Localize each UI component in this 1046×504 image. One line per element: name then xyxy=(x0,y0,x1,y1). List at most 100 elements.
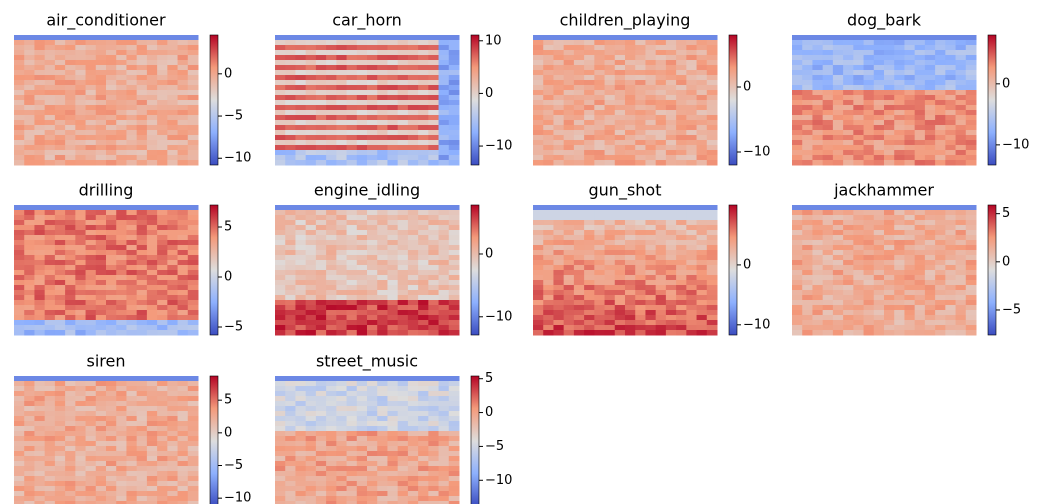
spectrogram-cell xyxy=(574,140,585,146)
spectrogram-cell xyxy=(935,50,946,56)
spectrogram-cell xyxy=(347,40,358,46)
spectrogram-cell xyxy=(106,255,117,261)
spectrogram-cell xyxy=(574,45,585,51)
spectrogram-cell xyxy=(564,150,575,156)
spectrogram-cell xyxy=(697,305,708,311)
spectrogram-cell xyxy=(428,55,439,61)
spectrogram-cell xyxy=(116,441,127,447)
spectrogram-cell xyxy=(65,215,76,221)
spectrogram-cell xyxy=(594,60,605,66)
spectrogram-cell xyxy=(812,85,823,91)
subplot-title: street_music xyxy=(316,352,418,372)
spectrogram-cell xyxy=(137,125,148,131)
spectrogram-cell xyxy=(864,260,875,266)
spectrogram-cell xyxy=(574,75,585,81)
spectrogram-cell xyxy=(295,426,306,432)
spectrogram-cell xyxy=(925,105,936,111)
spectrogram-cell xyxy=(904,135,915,141)
spectrogram-cell xyxy=(24,476,35,482)
spectrogram-cell xyxy=(864,255,875,261)
spectrogram-cell xyxy=(336,245,347,251)
spectrogram-cell xyxy=(357,315,368,321)
spectrogram-cell xyxy=(676,95,687,101)
spectrogram-cell xyxy=(843,305,854,311)
spectrogram-cell xyxy=(697,95,708,101)
spectrogram-cell xyxy=(408,240,419,246)
spectrogram-cell xyxy=(553,250,564,256)
spectrogram-cell xyxy=(336,381,347,387)
spectrogram-cell xyxy=(24,255,35,261)
spectrogram-cell xyxy=(137,245,148,251)
spectrogram-cell xyxy=(418,260,429,266)
spectrogram-cell xyxy=(635,275,646,281)
spectrogram-cell xyxy=(316,130,327,136)
spectrogram-cell xyxy=(398,35,409,41)
spectrogram-cell xyxy=(428,476,439,482)
spectrogram-cell xyxy=(188,486,199,492)
spectrogram-cell xyxy=(802,160,813,166)
spectrogram-cell xyxy=(387,120,398,126)
spectrogram-cell xyxy=(945,140,956,146)
spectrogram-cell xyxy=(843,290,854,296)
spectrogram-cell xyxy=(126,210,137,216)
spectrogram-cell xyxy=(377,95,388,101)
spectrogram-cell xyxy=(55,310,66,316)
colorbar xyxy=(471,376,479,504)
spectrogram-cell xyxy=(336,85,347,91)
spectrogram-cell xyxy=(178,150,189,156)
spectrogram-cell xyxy=(96,70,107,76)
spectrogram-cell xyxy=(439,135,450,141)
spectrogram-cell xyxy=(126,401,137,407)
spectrogram-cell xyxy=(625,310,636,316)
spectrogram-cell xyxy=(428,411,439,417)
spectrogram-cell xyxy=(24,406,35,412)
spectrogram-cell xyxy=(326,260,337,266)
spectrogram-cell xyxy=(387,255,398,261)
spectrogram-cell xyxy=(377,210,388,216)
spectrogram-cell xyxy=(275,245,286,251)
spectrogram-cell xyxy=(398,441,409,447)
spectrogram-cell xyxy=(106,40,117,46)
spectrogram-cell xyxy=(357,496,368,502)
spectrogram-cell xyxy=(24,105,35,111)
spectrogram-cell xyxy=(347,471,358,477)
spectrogram-cell xyxy=(792,230,803,236)
spectrogram-cell xyxy=(812,115,823,121)
spectrogram-cell xyxy=(137,441,148,447)
spectrogram-cell xyxy=(347,315,358,321)
spectrogram-cell xyxy=(86,431,97,437)
spectrogram-cell xyxy=(894,120,905,126)
spectrogram-cell xyxy=(14,285,25,291)
spectrogram-cell xyxy=(843,215,854,221)
spectrogram-cell xyxy=(666,220,677,226)
spectrogram-cell xyxy=(86,150,97,156)
spectrogram-cell xyxy=(55,220,66,226)
spectrogram-cell xyxy=(625,250,636,256)
spectrogram-cell xyxy=(398,446,409,452)
spectrogram-cell xyxy=(418,160,429,166)
spectrogram-cell xyxy=(553,300,564,306)
spectrogram-cell xyxy=(137,466,148,472)
spectrogram-cell xyxy=(336,130,347,136)
spectrogram-cell xyxy=(106,446,117,452)
spectrogram-cell xyxy=(45,396,56,402)
spectrogram-cell xyxy=(126,70,137,76)
spectrogram-cell xyxy=(398,115,409,121)
spectrogram-cell xyxy=(106,205,117,211)
spectrogram-cell xyxy=(408,376,419,382)
spectrogram-cell xyxy=(615,295,626,301)
spectrogram-cell xyxy=(188,255,199,261)
colorbar-tick-label: 0 xyxy=(224,425,232,440)
spectrogram-cell xyxy=(306,476,317,482)
spectrogram-cell xyxy=(666,145,677,151)
spectrogram-cell xyxy=(306,65,317,71)
spectrogram-cell xyxy=(188,456,199,462)
spectrogram-cell xyxy=(439,396,450,402)
spectrogram-cell xyxy=(147,386,158,392)
spectrogram-cell xyxy=(147,280,158,286)
spectrogram-cell xyxy=(295,411,306,417)
spectrogram-cell xyxy=(167,406,178,412)
spectrogram-cell xyxy=(126,155,137,161)
spectrogram-cell xyxy=(157,305,168,311)
spectrogram-cell xyxy=(439,155,450,161)
